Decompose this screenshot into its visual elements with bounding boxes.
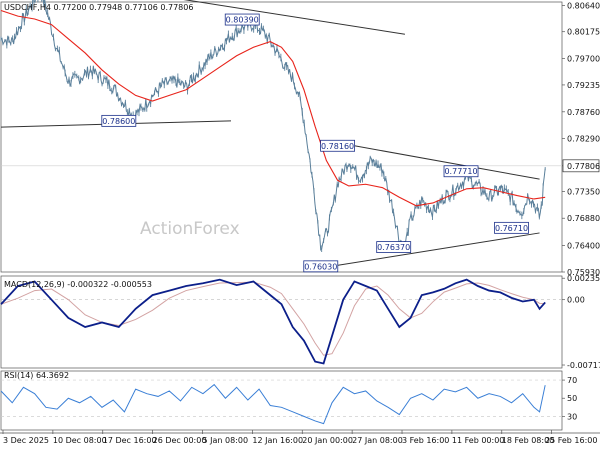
price-tick-label: 0.80175: [567, 28, 600, 37]
price-annotation: 0.76030: [303, 260, 339, 273]
annotation-label: 0.76030: [304, 262, 337, 271]
moving-average-line: [0, 9, 546, 207]
x-tick-label: 18 Feb 08:00: [502, 436, 554, 445]
macd-tick-label: 0.00: [567, 296, 585, 305]
macd-signal-line: [0, 281, 546, 356]
price-line: [0, 0, 546, 252]
annotation-box: [443, 165, 479, 178]
macd-tick-label: -0.007172: [567, 361, 600, 370]
x-tick-label: 26 Dec 00:00: [153, 436, 207, 445]
annotation-box: [494, 221, 529, 234]
watermark: ActionForex: [140, 219, 240, 239]
rsi-tick-label: 30: [567, 412, 577, 421]
price-tick-label: 0.79235: [567, 81, 600, 90]
x-tick-label: 25 Feb 16:00: [545, 436, 597, 445]
rsi-line: [0, 383, 546, 425]
macd-tick-label: 0.002357: [567, 274, 600, 283]
annotation-label: 0.76710: [495, 224, 528, 233]
x-tick-label: 12 Jan 16:00: [252, 436, 303, 445]
annotation-label: 0.77710: [444, 167, 477, 176]
macd-label: MACD(12,26,9) -0.000322 -0.000553: [4, 280, 152, 289]
rsi-panel-frame: [0, 370, 563, 431]
current-price-box: [562, 159, 600, 173]
current-price-label: 0.77806: [567, 162, 600, 171]
annotation-box: [224, 13, 260, 26]
price-annotation: 0.80390: [224, 13, 260, 26]
chart-title: USDCHF,H4 0.77200 0.77948 0.77106 0.7780…: [4, 3, 193, 12]
price-annotation: 0.78160: [320, 139, 356, 152]
trendline-3: [354, 145, 540, 180]
macd-line: [0, 278, 546, 365]
price-tick-label: 0.76880: [567, 214, 600, 223]
annotation-label: 0.80390: [226, 16, 259, 25]
x-tick-label: 17 Dec 16:00: [103, 436, 157, 445]
annotation-box: [303, 260, 339, 273]
price-tick-label: 0.78760: [567, 108, 600, 117]
annotation-box: [320, 139, 356, 152]
x-tick-label: 10 Dec 08:00: [53, 436, 107, 445]
price-tick-label: 0.75930: [567, 268, 600, 277]
annotation-label: 0.78600: [102, 117, 135, 126]
price-annotation: 0.78600: [101, 114, 137, 127]
price-tick-label: 0.79700: [567, 55, 600, 64]
trendline-4: [320, 232, 540, 269]
price-tick-label: 0.80640: [567, 1, 600, 10]
price-annotation: 0.76370: [376, 241, 412, 253]
price-annotation: 0.77710: [443, 165, 479, 178]
x-tick-label: 3 Dec 2025: [3, 436, 49, 445]
annotation-label: 0.78160: [321, 142, 354, 151]
trendline-1: [183, 0, 405, 35]
price-tick-label: 0.77350: [567, 188, 600, 197]
price-annotation: 0.76710: [494, 221, 529, 234]
price-panel-frame: [0, 1, 563, 273]
annotation-label: 0.76370: [377, 243, 410, 252]
price-tick-label: 0.78290: [567, 134, 600, 143]
x-tick-label: 20 Jan 00:00: [302, 436, 353, 445]
x-tick-label: 11 Feb 00:00: [452, 436, 504, 445]
annotation-box: [376, 241, 412, 253]
annotation-box: [101, 114, 137, 127]
rsi-label: RSI(14) 64.3692: [4, 371, 69, 380]
price-tick-label: 0.76400: [567, 241, 600, 250]
rsi-tick-label: 70: [567, 376, 577, 385]
rsi-tick-label: 50: [567, 394, 577, 403]
x-tick-label: 27 Jan 08:00: [352, 436, 403, 445]
macd-panel-frame: [0, 275, 563, 369]
x-tick-label: 3 Feb 16:00: [402, 436, 449, 445]
x-tick-label: 5 Jan 08:00: [203, 436, 249, 445]
